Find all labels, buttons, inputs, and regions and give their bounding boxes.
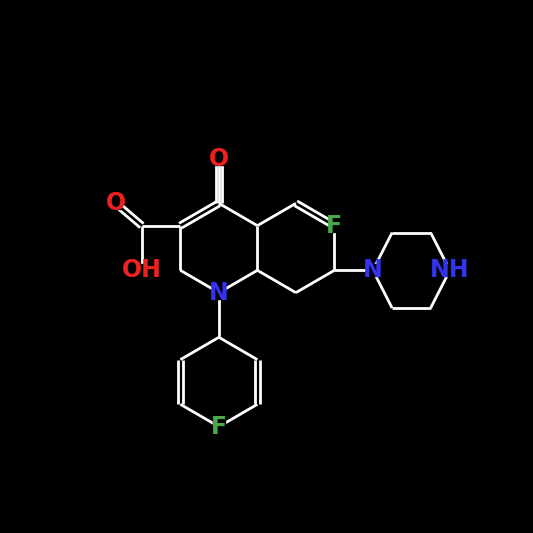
Text: NH: NH [430, 259, 470, 282]
Text: OH: OH [122, 259, 162, 282]
Text: F: F [211, 415, 227, 439]
Text: O: O [106, 191, 126, 215]
Polygon shape [213, 287, 224, 299]
Polygon shape [133, 264, 151, 277]
Polygon shape [441, 264, 459, 277]
Text: N: N [209, 281, 229, 305]
Polygon shape [367, 264, 378, 277]
Text: F: F [326, 214, 342, 238]
Text: O: O [209, 147, 229, 171]
Polygon shape [213, 152, 224, 165]
Polygon shape [110, 197, 122, 209]
Text: N: N [363, 259, 383, 282]
Polygon shape [329, 220, 340, 232]
Polygon shape [213, 421, 224, 433]
